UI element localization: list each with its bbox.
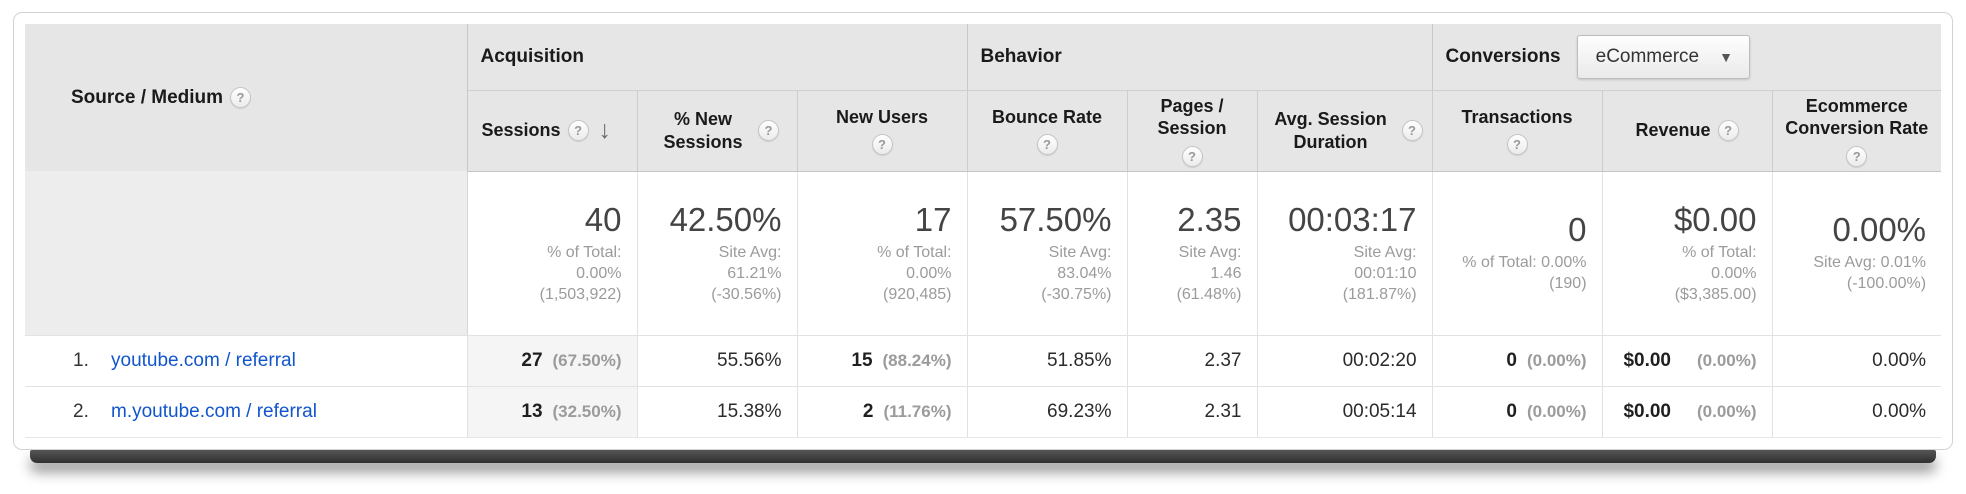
bounce-rate-cell: 69.23% — [966, 385, 1127, 438]
group-conversions: Conversions eCommerce ▼ — [1431, 24, 1942, 91]
total-value: 2.35 — [1177, 200, 1242, 238]
chevron-down-icon: ▼ — [1719, 48, 1733, 65]
column-header-new-sessions[interactable]: % New Sessions? — [636, 90, 797, 172]
totals-bounce-rate: 57.50% Site Avg: 83.04% (-30.75%) — [966, 171, 1127, 336]
table-row: 1. youtube.com / referral 27 (67.50%) 55.5… — [25, 334, 1942, 386]
totals-dimension-cell — [25, 171, 468, 336]
help-icon[interactable]: ? — [1036, 134, 1058, 156]
help-icon[interactable]: ? — [230, 86, 252, 108]
totals-ecommerce-conversion-rate: 0.00% Site Avg: 0.01% (-100.00%) — [1771, 171, 1942, 336]
help-icon[interactable]: ? — [758, 120, 779, 141]
totals-new-users: 17 % of Total: 0.00% (920,485) — [796, 171, 967, 336]
sort-descending-icon[interactable]: ↓ — [598, 116, 612, 144]
row-index: 2. — [73, 400, 89, 422]
group-behavior: Behavior — [966, 24, 1433, 91]
column-header-ecommerce-conversion-rate[interactable]: Ecommerce Conversion Rate ? — [1771, 90, 1942, 172]
totals-new-sessions: 42.50% Site Avg: 61.21% (-30.56%) — [636, 171, 797, 336]
conversions-goal-dropdown[interactable]: eCommerce ▼ — [1576, 34, 1750, 79]
group-acquisition: Acquisition — [466, 24, 967, 91]
help-icon[interactable]: ? — [1846, 145, 1868, 167]
column-header-revenue[interactable]: Revenue? — [1601, 90, 1773, 172]
behavior-label: Behavior — [980, 45, 1062, 67]
total-value: 40 — [584, 200, 622, 238]
report-card: Source / Medium? Acquisition Behavior Co… — [13, 12, 1953, 450]
help-icon[interactable]: ? — [1506, 134, 1528, 156]
totals-row: 40 % of Total: 0.00% (1,503,922) 42.50% … — [25, 171, 1942, 336]
totals-avg-session-duration: 00:03:17 Site Avg: 00:01:10 (181.87%) — [1256, 171, 1433, 336]
source-medium-table: Source / Medium? Acquisition Behavior Co… — [25, 24, 1942, 438]
total-value: 57.50% — [999, 200, 1112, 238]
sessions-cell: 13 (32.50%) — [466, 385, 637, 438]
table-row: 2. m.youtube.com / referral 13 (32.50%) 15… — [25, 385, 1942, 438]
dropdown-value: eCommerce — [1595, 45, 1700, 67]
column-header-transactions[interactable]: Transactions ? — [1431, 90, 1603, 172]
sessions-cell: 27 (67.50%) — [466, 334, 637, 386]
column-header-pages-session[interactable]: Pages / Session ? — [1126, 90, 1257, 172]
totals-pages-session: 2.35 Site Avg: 1.46 (61.48%) — [1126, 171, 1257, 336]
total-value: 00:03:17 — [1288, 200, 1417, 238]
revenue-cell: $0.00 (0.00%) — [1601, 334, 1773, 386]
group-header-row: Source / Medium? Acquisition Behavior Co… — [25, 24, 1942, 171]
ecommerce-conversion-rate-cell: 0.00% — [1771, 334, 1942, 386]
bounce-rate-cell: 51.85% — [966, 334, 1127, 386]
help-icon[interactable]: ? — [871, 134, 893, 156]
total-value: 42.50% — [669, 200, 782, 238]
help-icon[interactable]: ? — [1181, 145, 1203, 167]
column-header-bounce-rate[interactable]: Bounce Rate ? — [966, 90, 1127, 172]
metric-header-row: Sessions? ↓ % New Sessions? New Users ? B… — [25, 90, 1942, 172]
column-header-sessions[interactable]: Sessions? ↓ — [466, 90, 637, 172]
avg-session-duration-cell: 00:02:20 — [1256, 334, 1433, 386]
help-icon[interactable]: ? — [567, 120, 589, 141]
transactions-cell: 0 (0.00%) — [1431, 334, 1603, 386]
avg-session-duration-cell: 00:05:14 — [1256, 385, 1433, 438]
help-icon[interactable]: ? — [1401, 120, 1423, 141]
new-sessions-cell: 55.56% — [636, 334, 797, 386]
row-index: 1. — [73, 349, 89, 371]
total-value: 0 — [1568, 211, 1587, 249]
column-header-avg-session-duration[interactable]: Avg. Session Duration? — [1256, 90, 1433, 172]
source-medium-link[interactable]: youtube.com / referral — [111, 349, 296, 371]
total-value: $0.00 — [1673, 200, 1757, 238]
source-medium-cell: 2. m.youtube.com / referral — [25, 385, 467, 438]
conversions-label: Conversions — [1445, 45, 1561, 67]
pages-session-cell: 2.37 — [1126, 334, 1257, 386]
column-header-source-medium[interactable]: Source / Medium? — [25, 24, 468, 171]
source-medium-cell: 1. youtube.com / referral — [25, 334, 467, 386]
source-medium-label: Source / Medium — [71, 86, 224, 108]
new-users-cell: 15 (88.24%) — [796, 334, 967, 386]
totals-sessions: 40 % of Total: 0.00% (1,503,922) — [466, 171, 637, 336]
totals-transactions: 0 % of Total: 0.00% (190) — [1431, 171, 1603, 336]
help-icon[interactable]: ? — [1717, 120, 1739, 141]
card-bottom-shadow — [30, 449, 1936, 463]
source-medium-link[interactable]: m.youtube.com / referral — [111, 400, 317, 422]
revenue-cell: $0.00 (0.00%) — [1601, 385, 1773, 438]
total-value: 17 — [914, 200, 952, 238]
column-header-new-users[interactable]: New Users ? — [796, 90, 967, 172]
pages-session-cell: 2.31 — [1126, 385, 1257, 438]
acquisition-label: Acquisition — [480, 45, 584, 67]
ecommerce-conversion-rate-cell: 0.00% — [1771, 385, 1942, 438]
transactions-cell: 0 (0.00%) — [1431, 385, 1603, 438]
totals-revenue: $0.00 % of Total: 0.00% ($3,385.00) — [1601, 171, 1773, 336]
new-sessions-cell: 15.38% — [636, 385, 797, 438]
new-users-cell: 2 (11.76%) — [796, 385, 967, 438]
total-value: 0.00% — [1832, 211, 1927, 249]
